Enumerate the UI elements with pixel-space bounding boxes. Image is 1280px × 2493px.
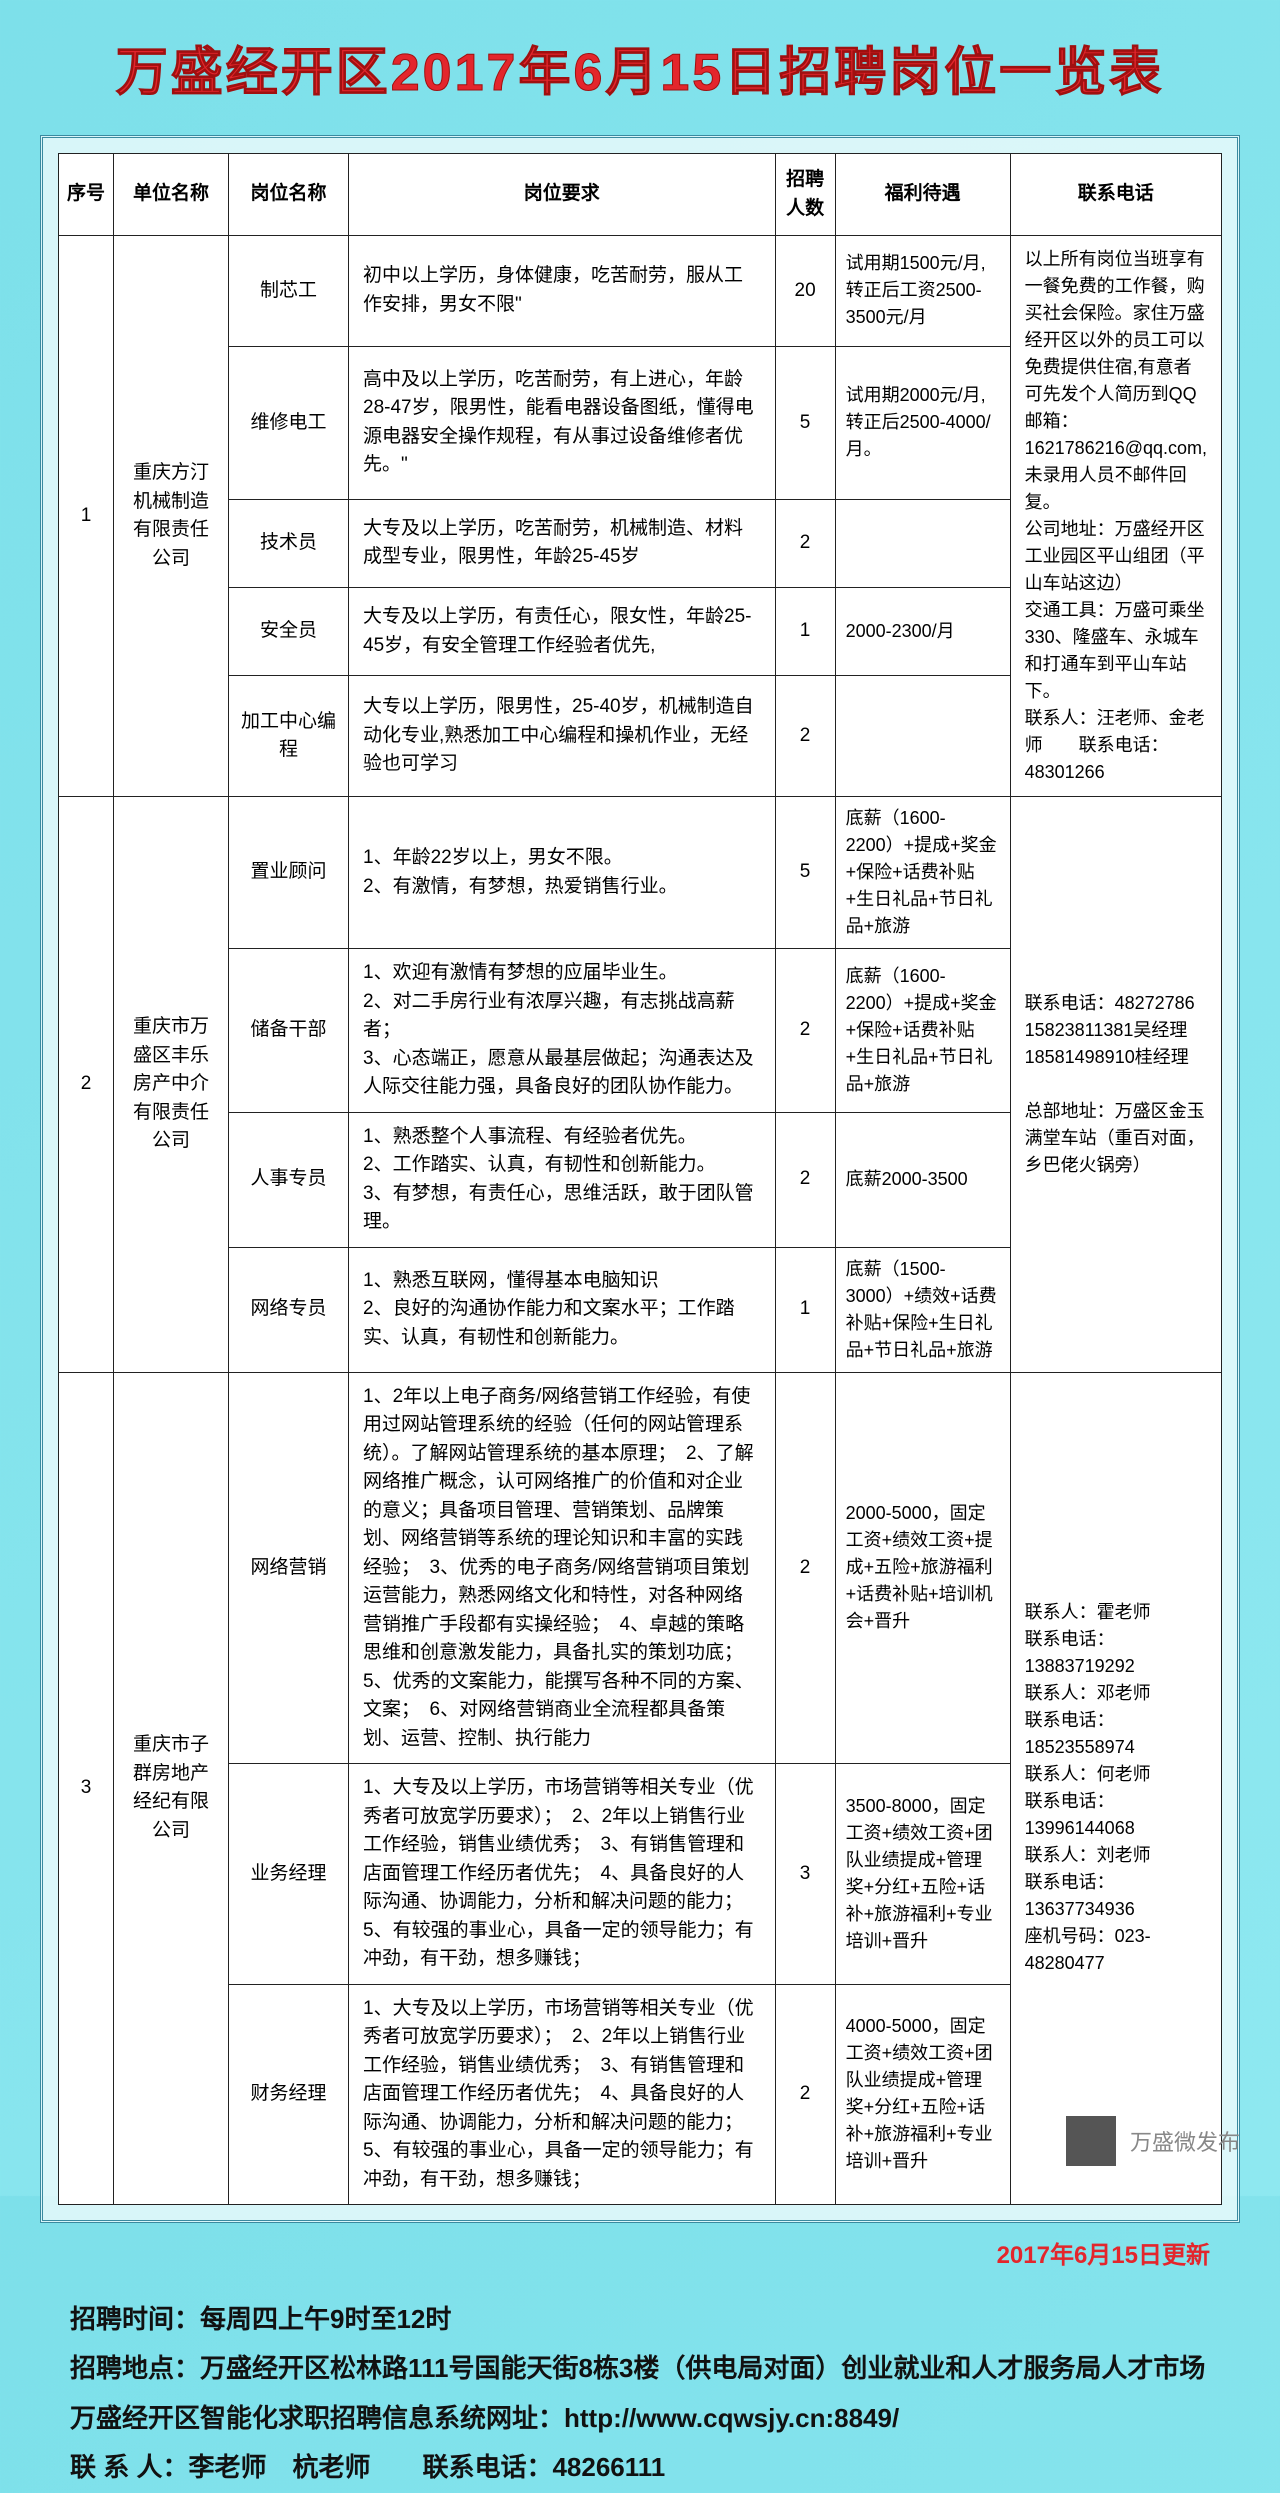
footer-time: 招聘时间：每周四上午9时至12时 <box>70 2295 1210 2344</box>
req-cell: 1、大专及以上学历，市场营销等相关专业（优秀者可放宽学历要求）； 2、2年以上销… <box>349 1984 776 2205</box>
benefit-cell: 2000-5000，固定工资+绩效工资+提成+五险+旅游福利+话费补贴+培训机会… <box>835 1372 1010 1764</box>
req-cell: 大专以上学历，限男性，25-40岁，机械制造自动化专业,熟悉加工中心编程和操机作… <box>349 676 776 797</box>
benefit-cell: 底薪2000-3500 <box>835 1112 1010 1247</box>
page-title: 万盛经开区2017年6月15日招聘岗位一览表 <box>40 30 1240 105</box>
col-header: 序号 <box>59 154 114 236</box>
col-header: 岗位名称 <box>229 154 349 236</box>
job-name-cell: 业务经理 <box>229 1764 349 1985</box>
footer-location: 招聘地点：万盛经开区松林路111号国能天街8栋3楼（供电局对面）创业就业和人才服… <box>70 2344 1210 2393</box>
benefit-cell: 2000-2300/月 <box>835 588 1010 676</box>
req-cell: 大专及以上学历，有责任心，限女性，年龄25-45岁，有安全管理工作经验者优先, <box>349 588 776 676</box>
count-cell: 2 <box>775 1984 835 2205</box>
benefit-cell: 3500-8000，固定工资+绩效工资+团队业绩提成+管理奖+分红+五险+话补+… <box>835 1764 1010 1985</box>
watermark: 万盛微发布 <box>1066 2116 1240 2166</box>
req-cell: 1、熟悉整个人事流程、有经验者优先。2、工作踏实、认真，有韧性和创新能力。3、有… <box>349 1112 776 1247</box>
count-cell: 2 <box>775 949 835 1113</box>
table-row: 3重庆市子群房地产经纪有限公司网络营销1、2年以上电子商务/网络营销工作经验，有… <box>59 1372 1222 1764</box>
watermark-text: 万盛微发布 <box>1130 2125 1240 2157</box>
job-table: 序号单位名称岗位名称岗位要求招聘人数福利待遇联系电话 1重庆方汀机械制造有限责任… <box>58 153 1222 2205</box>
footer-contact: 联 系 人：李老师 杭老师 联系电话：48266111 <box>70 2443 1210 2492</box>
footer-info: 招聘时间：每周四上午9时至12时 招聘地点：万盛经开区松林路111号国能天街8栋… <box>70 2295 1210 2493</box>
company-cell: 重庆市万盛区丰乐房产中介有限责任公司 <box>114 797 229 1373</box>
req-cell: 初中以上学历，身体健康，吃苦耐劳，服从工作安排，男女不限" <box>349 236 776 347</box>
benefit-cell: 试用期2000元/月,转正后2500-4000/月。 <box>835 346 1010 499</box>
benefit-cell: 4000-5000，固定工资+绩效工资+团队业绩提成+管理奖+分红+五险+话补+… <box>835 1984 1010 2205</box>
seq-cell: 3 <box>59 1372 114 2205</box>
job-name-cell: 储备干部 <box>229 949 349 1113</box>
req-cell: 高中及以上学历，吃苦耐劳，有上进心，年龄28-47岁，限男性，能看电器设备图纸，… <box>349 346 776 499</box>
company-cell: 重庆市子群房地产经纪有限公司 <box>114 1372 229 2205</box>
job-name-cell: 网络专员 <box>229 1247 349 1372</box>
job-name-cell: 技术员 <box>229 499 349 587</box>
seq-cell: 1 <box>59 236 114 797</box>
qr-icon <box>1066 2116 1116 2166</box>
job-name-cell: 安全员 <box>229 588 349 676</box>
count-cell: 2 <box>775 1372 835 1764</box>
job-name-cell: 网络营销 <box>229 1372 349 1764</box>
benefit-cell: 底薪（1500-3000）+绩效+话费补贴+保险+生日礼品+节日礼品+旅游 <box>835 1247 1010 1372</box>
table-row: 2重庆市万盛区丰乐房产中介有限责任公司置业顾问1、年龄22岁以上，男女不限。2、… <box>59 797 1222 949</box>
contact-cell: 联系人：霍老师联系电话：13883719292联系人：邓老师联系电话：18523… <box>1010 1372 1221 2205</box>
job-name-cell: 财务经理 <box>229 1984 349 2205</box>
job-name-cell: 维修电工 <box>229 346 349 499</box>
req-cell: 1、大专及以上学历，市场营销等相关专业（优秀者可放宽学历要求）； 2、2年以上销… <box>349 1764 776 1985</box>
req-cell: 1、年龄22岁以上，男女不限。2、有激情，有梦想，热爱销售行业。 <box>349 797 776 949</box>
benefit-cell <box>835 499 1010 587</box>
job-name-cell: 制芯工 <box>229 236 349 347</box>
benefit-cell: 底薪（1600-2200）+提成+奖金+保险+话费补贴+生日礼品+节日礼品+旅游 <box>835 797 1010 949</box>
col-header: 岗位要求 <box>349 154 776 236</box>
update-date: 2017年6月15日更新 <box>40 2235 1210 2270</box>
job-name-cell: 人事专员 <box>229 1112 349 1247</box>
job-name-cell: 加工中心编程 <box>229 676 349 797</box>
benefit-cell: 试用期1500元/月,转正后工资2500-3500元/月 <box>835 236 1010 347</box>
req-cell: 1、2年以上电子商务/网络营销工作经验，有使用过网站管理系统的经验（任何的网站管… <box>349 1372 776 1764</box>
table-row: 1重庆方汀机械制造有限责任公司制芯工初中以上学历，身体健康，吃苦耐劳，服从工作安… <box>59 236 1222 347</box>
job-name-cell: 置业顾问 <box>229 797 349 949</box>
table-container: 序号单位名称岗位名称岗位要求招聘人数福利待遇联系电话 1重庆方汀机械制造有限责任… <box>40 135 1240 2223</box>
count-cell: 2 <box>775 676 835 797</box>
count-cell: 2 <box>775 1112 835 1247</box>
col-header: 单位名称 <box>114 154 229 236</box>
col-header: 联系电话 <box>1010 154 1221 236</box>
req-cell: 1、欢迎有激情有梦想的应届毕业生。2、对二手房行业有浓厚兴趣，有志挑战高薪者；3… <box>349 949 776 1113</box>
count-cell: 3 <box>775 1764 835 1985</box>
company-cell: 重庆方汀机械制造有限责任公司 <box>114 236 229 797</box>
count-cell: 2 <box>775 499 835 587</box>
contact-cell: 联系电话：4827278615823811381吴经理18581498910桂经… <box>1010 797 1221 1373</box>
req-cell: 1、熟悉互联网，懂得基本电脑知识2、良好的沟通协作能力和文案水平；工作踏实、认真… <box>349 1247 776 1372</box>
benefit-cell <box>835 676 1010 797</box>
contact-cell: 以上所有岗位当班享有一餐免费的工作餐，购买社会保险。家住万盛经开区以外的员工可以… <box>1010 236 1221 797</box>
req-cell: 大专及以上学历，吃苦耐劳，机械制造、材料成型专业，限男性，年龄25-45岁 <box>349 499 776 587</box>
footer-url: 万盛经开区智能化求职招聘信息系统网址：http://www.cqwsjy.cn:… <box>70 2394 1210 2443</box>
benefit-cell: 底薪（1600-2200）+提成+奖金+保险+话费补贴+生日礼品+节日礼品+旅游 <box>835 949 1010 1113</box>
count-cell: 5 <box>775 346 835 499</box>
count-cell: 1 <box>775 1247 835 1372</box>
count-cell: 1 <box>775 588 835 676</box>
seq-cell: 2 <box>59 797 114 1373</box>
col-header: 招聘人数 <box>775 154 835 236</box>
col-header: 福利待遇 <box>835 154 1010 236</box>
count-cell: 5 <box>775 797 835 949</box>
count-cell: 20 <box>775 236 835 347</box>
